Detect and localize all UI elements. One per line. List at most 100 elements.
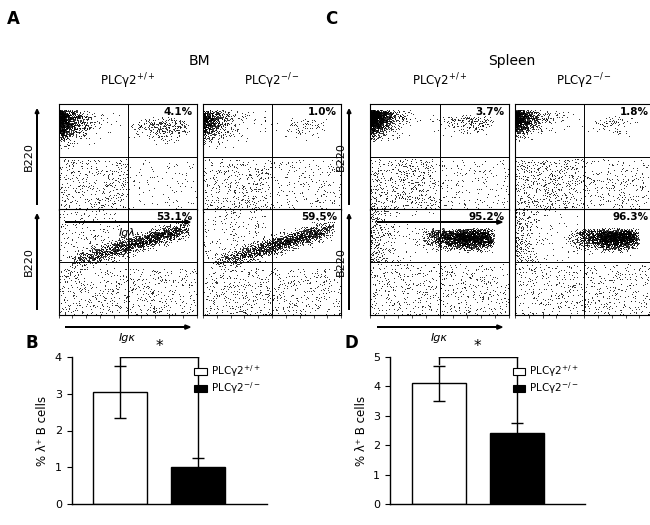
Point [73, 125, 84, 134]
Point [647, 262, 650, 271]
Point [222, 274, 232, 282]
Point [370, 253, 381, 261]
Point [439, 201, 450, 209]
Point [299, 233, 309, 242]
Point [122, 240, 133, 248]
Point [79, 123, 90, 132]
Point [469, 228, 480, 237]
Point [396, 283, 407, 291]
Point [377, 108, 387, 117]
Point [629, 230, 640, 239]
Point [200, 124, 210, 133]
Point [568, 242, 578, 250]
Point [370, 113, 380, 122]
Point [482, 232, 492, 240]
Point [515, 106, 525, 114]
Point [447, 232, 457, 240]
Point [261, 177, 271, 186]
Point [368, 110, 378, 119]
Point [371, 112, 382, 120]
Point [569, 268, 579, 277]
Point [562, 288, 572, 296]
Point [517, 214, 528, 223]
Point [548, 188, 558, 196]
Point [248, 244, 258, 253]
Point [137, 236, 148, 245]
Point [216, 249, 226, 258]
Point [518, 299, 528, 308]
Point [605, 230, 616, 239]
Point [513, 119, 523, 127]
Point [435, 235, 445, 244]
Point [367, 124, 377, 133]
Point [57, 107, 68, 115]
Point [158, 238, 168, 246]
Point [392, 110, 402, 118]
Point [369, 111, 380, 120]
Point [136, 121, 147, 130]
Point [446, 234, 456, 242]
Point [454, 238, 465, 247]
Point [239, 251, 249, 260]
Point [527, 108, 538, 116]
Point [473, 189, 484, 197]
Point [290, 238, 300, 247]
Point [614, 246, 624, 255]
Point [482, 231, 492, 239]
Point [511, 247, 521, 255]
Point [223, 167, 233, 175]
Point [427, 238, 437, 246]
Point [237, 257, 248, 265]
Point [603, 237, 614, 246]
Point [529, 201, 539, 209]
Point [367, 120, 377, 128]
Point [519, 122, 529, 130]
Point [115, 243, 125, 251]
Point [368, 114, 378, 123]
Point [471, 117, 481, 125]
Point [176, 225, 186, 233]
Point [440, 233, 450, 242]
Point [422, 229, 432, 238]
Point [402, 260, 412, 269]
Point [107, 290, 117, 298]
Point [423, 194, 434, 203]
Point [439, 237, 450, 246]
Point [225, 196, 235, 205]
Point [55, 121, 66, 129]
Point [319, 187, 330, 195]
Point [113, 285, 124, 293]
Point [200, 116, 211, 124]
Point [520, 110, 530, 119]
Point [460, 235, 471, 243]
Point [485, 278, 495, 287]
Point [105, 181, 115, 190]
Point [58, 115, 69, 123]
Point [100, 243, 110, 251]
Point [214, 167, 224, 175]
Point [366, 112, 376, 120]
Point [385, 118, 396, 126]
Point [569, 203, 579, 211]
Point [377, 120, 387, 128]
Point [370, 114, 380, 122]
Point [159, 236, 170, 245]
Point [284, 196, 294, 205]
Point [125, 235, 135, 244]
Point [376, 110, 386, 118]
Point [173, 227, 183, 235]
Point [289, 235, 299, 244]
Point [169, 138, 179, 146]
Point [211, 124, 222, 132]
Point [379, 188, 389, 196]
Point [547, 296, 558, 304]
Point [238, 188, 248, 197]
Point [368, 117, 378, 125]
Point [515, 156, 526, 165]
Point [289, 238, 300, 247]
Point [432, 228, 443, 237]
Point [246, 247, 257, 255]
Point [510, 119, 521, 128]
Point [555, 209, 566, 218]
Point [252, 196, 263, 205]
